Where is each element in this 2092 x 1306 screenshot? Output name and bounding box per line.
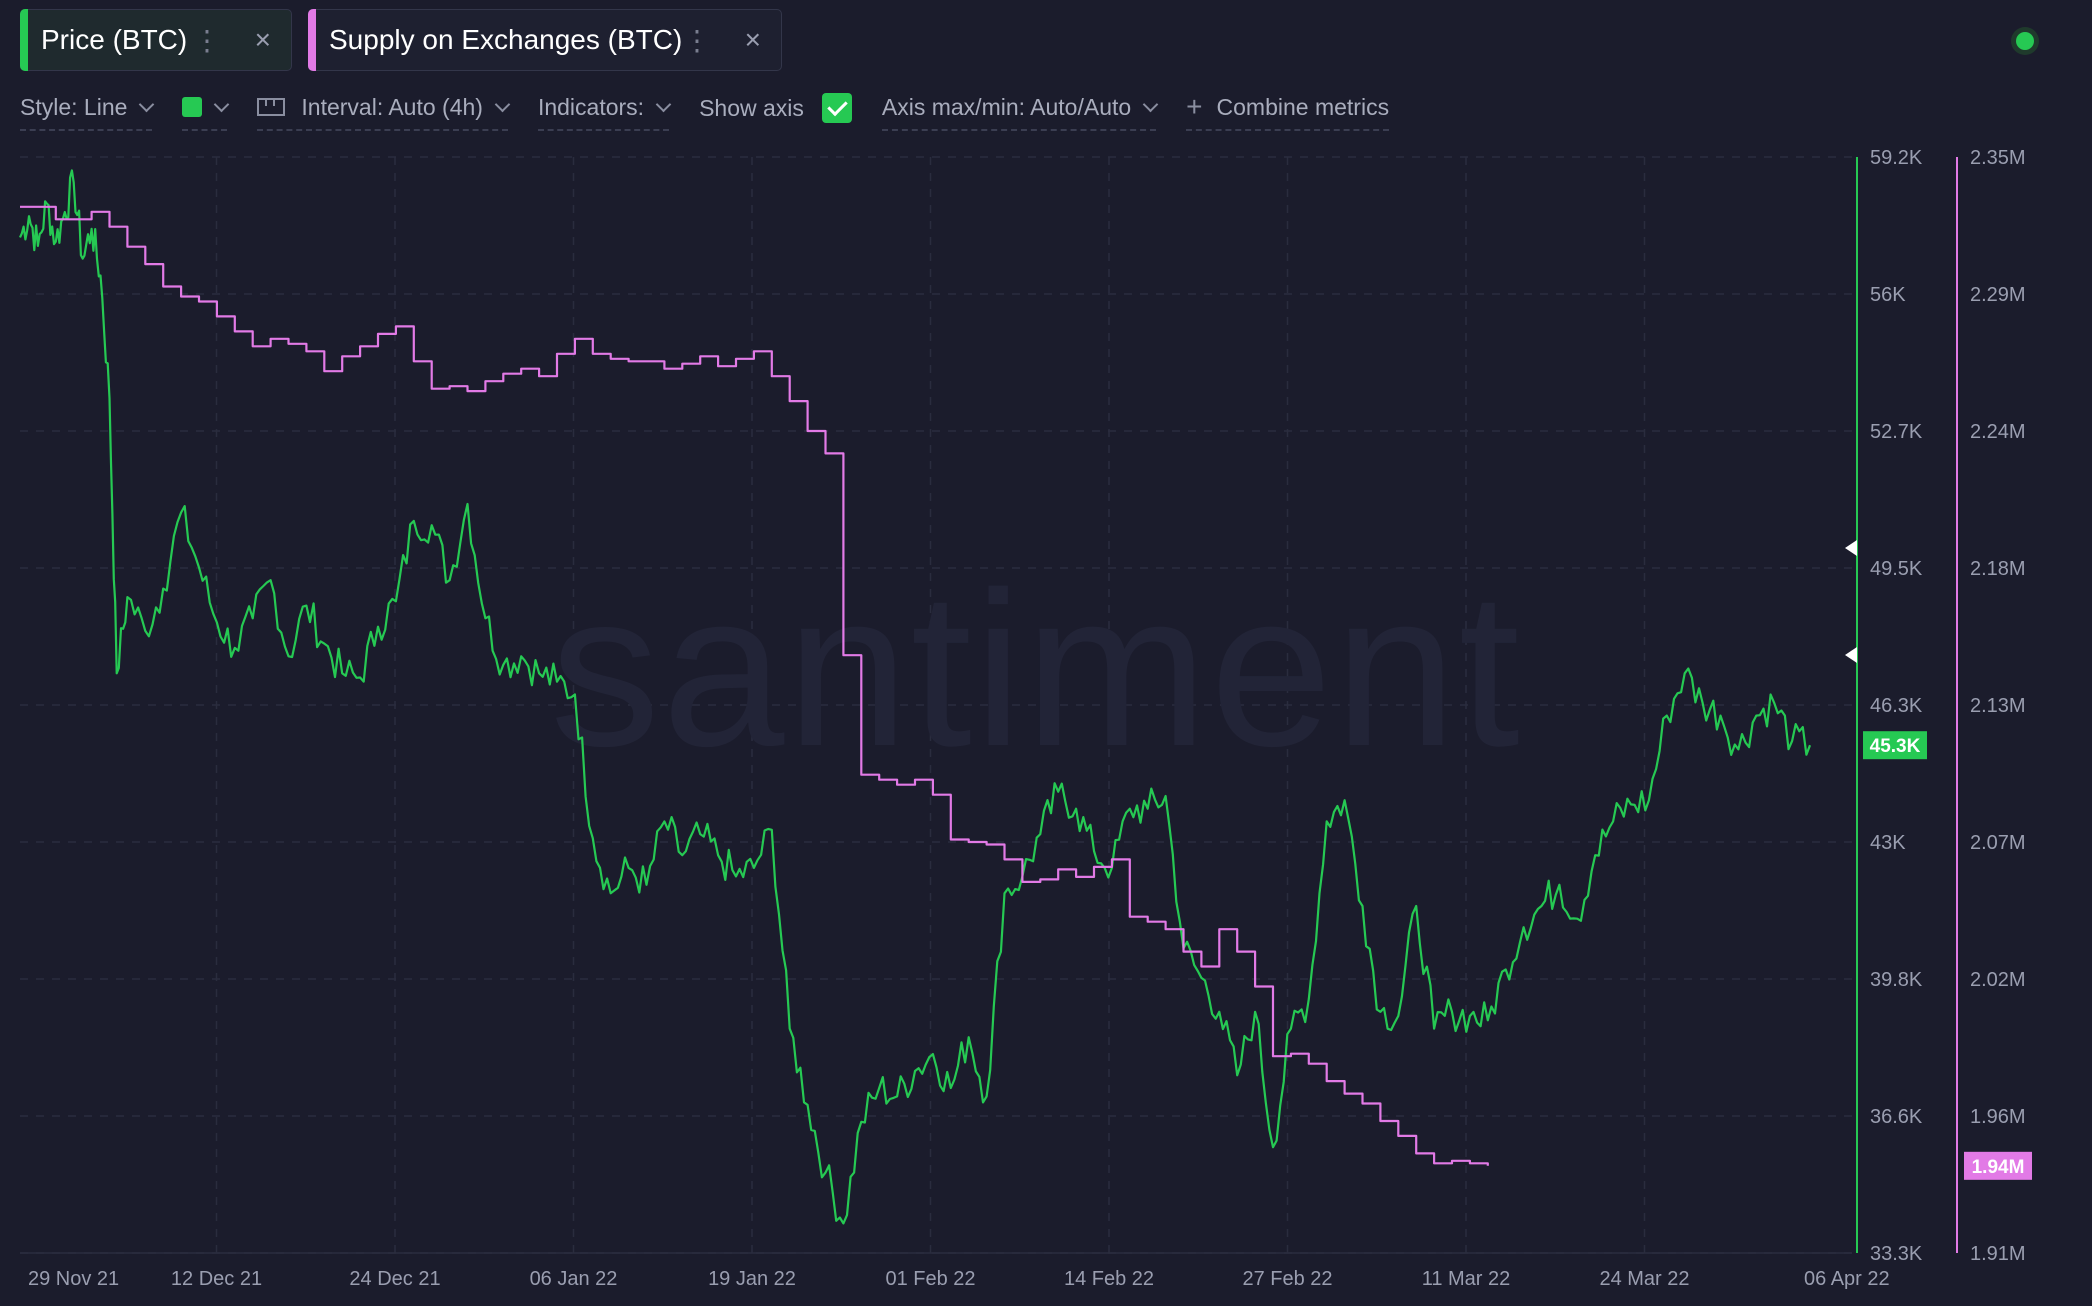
more-options-icon[interactable]: ⋮: [193, 24, 221, 56]
y-left-tick-label: 56K: [1870, 284, 1906, 306]
y-right-tick-label: 2.07M: [1970, 832, 2026, 854]
tab-price-btc[interactable]: Price (BTC) ⋮ ×: [20, 9, 292, 71]
y-right-tick-label: 2.02M: [1970, 969, 2026, 991]
x-tick-label: 24 Dec 21: [349, 1268, 440, 1290]
x-tick-label: 24 Mar 22: [1599, 1268, 1689, 1290]
close-icon[interactable]: ×: [744, 24, 761, 55]
tab-color-accent: [20, 9, 28, 71]
axis-maxmin-label: Axis max/min: Auto/Auto: [881, 93, 1132, 120]
metric-tabs: Price (BTC) ⋮ × Supply on Exchanges (BTC…: [20, 9, 782, 73]
y-right-tick-label: 2.29M: [1970, 284, 2026, 306]
y-left-tick-label: 46.3K: [1870, 695, 1923, 717]
interval-dropdown[interactable]: Interval: Auto (4h): [257, 91, 511, 131]
y-right-tick-label: 2.24M: [1970, 421, 2026, 443]
indicators-label: Indicators:: [537, 93, 645, 120]
series-line-supply: [20, 205, 1489, 1166]
chart-axes: 59.2K 2.35M 56K 2.29M 52.7K 2.24M 49.5K 2.18M 46…: [20, 147, 2032, 1290]
y-left-tick-label: 49.5K: [1870, 558, 1923, 580]
series-lines: [19, 169, 1812, 1225]
y-right-tick-label: 2.35M: [1970, 147, 2026, 169]
tab-label: Supply on Exchanges (BTC): [329, 24, 683, 55]
axis-maxmin-dropdown[interactable]: Axis max/min: Auto/Auto: [881, 91, 1159, 131]
plus-icon: +: [1186, 91, 1203, 122]
y-left-tick-label: 36.6K: [1870, 1106, 1923, 1128]
y-left-tick-label: 33.3K: [1870, 1243, 1923, 1265]
y-left-tick-label: 39.8K: [1870, 969, 1923, 991]
series-line-price: [19, 169, 1812, 1225]
indicators-dropdown[interactable]: Indicators:: [537, 91, 672, 131]
live-status-dot: [2016, 32, 2034, 50]
axis-marker-icon: [1845, 540, 1857, 556]
x-tick-label: 14 Feb 22: [1064, 1268, 1154, 1290]
y-left-tick-label: 52.7K: [1870, 421, 1923, 443]
current-supply-badge-label: 1.94M: [1972, 1157, 2025, 1178]
x-tick-label: 27 Feb 22: [1242, 1268, 1332, 1290]
santiment-watermark: santiment: [550, 546, 1522, 792]
chart-grid: [20, 156, 1852, 1254]
current-price-badge: [1863, 731, 1927, 760]
style-dropdown[interactable]: Style: Line: [20, 91, 155, 131]
show-axis-checkbox[interactable]: [821, 93, 852, 123]
y-right-tick-label: 1.91M: [1970, 1243, 2026, 1265]
y-right-tick-label: 2.18M: [1970, 558, 2026, 580]
x-tick-label: 19 Jan 22: [708, 1268, 796, 1290]
x-tick-label: 01 Feb 22: [885, 1268, 975, 1290]
x-tick-label: 12 Dec 21: [171, 1268, 262, 1290]
x-tick-label: 06 Apr 22: [1804, 1268, 1890, 1290]
color-dropdown[interactable]: [182, 91, 230, 131]
interval-label: Interval: Auto (4h): [301, 93, 483, 120]
y-right-tick-label: 1.96M: [1970, 1106, 2026, 1128]
more-options-icon[interactable]: ⋮: [683, 24, 711, 56]
show-axis-toggle[interactable]: Show axis: [699, 92, 852, 130]
x-tick-label: 06 Jan 22: [530, 1268, 618, 1290]
y-left-tick-label: 43K: [1870, 832, 1906, 854]
x-tick-label: 11 Mar 22: [1422, 1268, 1511, 1290]
combine-metrics-label: Combine metrics: [1216, 93, 1390, 120]
combine-metrics-button[interactable]: + Combine metrics: [1186, 91, 1390, 131]
chart-toolbar: Style: Line Interval: Auto (4h) Indicato…: [20, 90, 1419, 132]
show-axis-label: Show axis: [699, 94, 804, 121]
x-tick-label: 29 Nov 21: [28, 1268, 119, 1290]
y-right-tick-label: 2.13M: [1970, 695, 2026, 717]
color-swatch: [182, 97, 203, 117]
current-supply-badge: [1964, 1151, 2032, 1180]
style-label: Style: Line: [20, 93, 128, 120]
axis-marker-icon: [1845, 647, 1857, 663]
tab-supply-on-exchanges[interactable]: Supply on Exchanges (BTC) ⋮ ×: [308, 9, 782, 71]
tab-label: Price (BTC): [41, 24, 188, 55]
y-left-tick-label: 59.2K: [1870, 147, 1923, 169]
calendar-icon: [257, 98, 286, 116]
current-price-badge-label: 45.3K: [1870, 736, 1921, 757]
tab-color-accent: [308, 9, 316, 71]
close-icon[interactable]: ×: [254, 24, 271, 55]
